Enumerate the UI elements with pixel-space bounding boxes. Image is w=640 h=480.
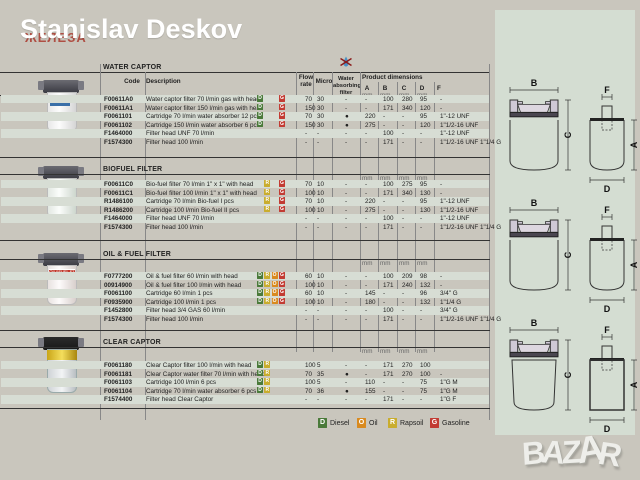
svg-text:C: C [563,131,573,138]
svg-text:D: D [604,184,611,194]
svg-text:F: F [604,325,610,335]
svg-text:A: A [629,141,639,148]
svg-text:A: A [629,261,639,268]
svg-text:C: C [563,371,573,378]
svg-text:B: B [531,78,538,88]
svg-text:D: D [604,304,611,314]
svg-text:A: A [629,381,639,388]
svg-text:B: B [531,318,538,328]
svg-text:F: F [604,85,610,95]
svg-text:B: B [531,198,538,208]
svg-text:C: C [563,251,573,258]
svg-text:D: D [604,424,611,434]
svg-text:F: F [604,205,610,215]
